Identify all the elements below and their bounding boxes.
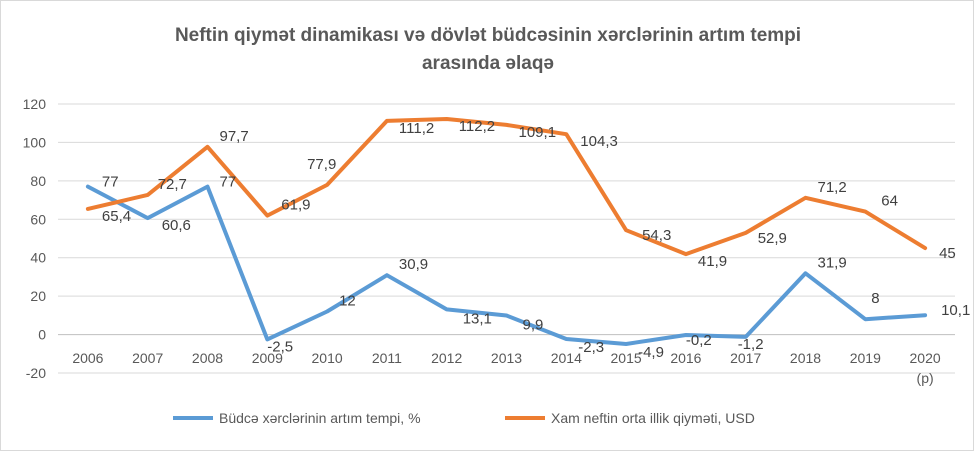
x-tick-label: 2018 (790, 350, 821, 366)
oil-price-data-label: 45 (939, 245, 956, 262)
legend-item-oil-price: Xam neftin orta illik qiyməti, USD (505, 410, 755, 426)
x-tick-label: 2019 (850, 350, 881, 366)
oil-price-data-label: 64 (881, 193, 898, 210)
oil-price-data-label: 52,9 (758, 230, 787, 247)
y-tick-label: 100 (23, 134, 47, 150)
oil-price-data-label: 97,7 (220, 128, 249, 145)
x-tick-label: 2014 (551, 350, 582, 366)
chart-title-line-2: arasında əlaqə (421, 53, 555, 74)
legend-swatch-oil-price (505, 416, 545, 420)
budget-data-label: 60,6 (162, 217, 191, 234)
y-tick-label: 80 (30, 173, 46, 189)
y-tick-label: 120 (23, 96, 47, 112)
budget-data-label: 12 (339, 293, 356, 310)
budget-data-label: 30,9 (399, 256, 428, 273)
x-tick-label: 2009 (252, 350, 283, 366)
oil-price-data-label: 77,9 (307, 156, 336, 173)
oil-price-data-label: 109,1 (519, 124, 557, 141)
x-tick-label: 2006 (72, 350, 103, 366)
budget-data-label: 77 (220, 174, 237, 191)
budget-series-line (85, 184, 928, 346)
budget-data-label: 9,9 (523, 317, 544, 334)
chart-title-line-1: Neftin qiymət dinamikası və dövlət büdcə… (174, 25, 802, 46)
x-tick-suffix: (p) (917, 370, 934, 386)
budget-data-label: 77 (102, 174, 119, 191)
budget-data-label: 8 (871, 290, 879, 307)
x-tick-label: 2017 (730, 350, 761, 366)
oil-price-data-label: 65,4 (102, 208, 131, 225)
oil-price-data-label: 71,2 (818, 179, 847, 196)
x-tick-label: 2016 (670, 350, 701, 366)
budget-data-label: 31,9 (818, 254, 847, 271)
x-tick-label: 2012 (431, 350, 462, 366)
y-tick-label: 40 (30, 250, 46, 266)
legend-label-budget: Büdcə xərclərinin artım tempi, % (219, 410, 421, 426)
x-tick-label: 2015 (611, 350, 642, 366)
y-tick-label: 20 (30, 288, 46, 304)
x-tick-label: 2013 (491, 350, 522, 366)
budget-data-label: -2,5 (267, 338, 293, 355)
budget-data-label: -0,2 (686, 332, 712, 349)
budget-data-label: -1,2 (738, 336, 764, 353)
oil-price-data-label: 54,3 (642, 227, 671, 244)
legend-item-budget: Büdcə xərclərinin artım tempi, % (173, 410, 421, 426)
x-tick-label: 2007 (132, 350, 163, 366)
y-tick-label: 60 (30, 211, 46, 227)
oil-price-data-label: 104,3 (580, 133, 618, 150)
oil-price-data-label: 112,2 (459, 118, 495, 135)
x-tick-label: 2020 (910, 350, 941, 366)
x-tick-label: 2011 (372, 350, 402, 366)
budget-data-label: -2,3 (578, 339, 604, 356)
budget-data-label: 13,1 (463, 310, 492, 327)
oil-price-data-label: 61,9 (281, 197, 310, 214)
x-tick-label: 2008 (192, 350, 223, 366)
legend-swatch-budget (173, 416, 213, 420)
legend-label-oil-price: Xam neftin orta illik qiyməti, USD (551, 410, 755, 426)
oil-price-data-label: 41,9 (698, 253, 727, 270)
budget-data-label: 10,1 (941, 302, 970, 319)
oil-price-data-label: 72,7 (158, 176, 187, 193)
budget-data-label: -4,9 (638, 344, 664, 361)
x-tick-label: 2010 (312, 350, 343, 366)
oil-price-series-line (85, 117, 928, 257)
y-tick-label: 0 (38, 327, 46, 343)
y-tick-label: -20 (26, 365, 46, 381)
oil-price-data-label: 111,2 (399, 120, 434, 137)
